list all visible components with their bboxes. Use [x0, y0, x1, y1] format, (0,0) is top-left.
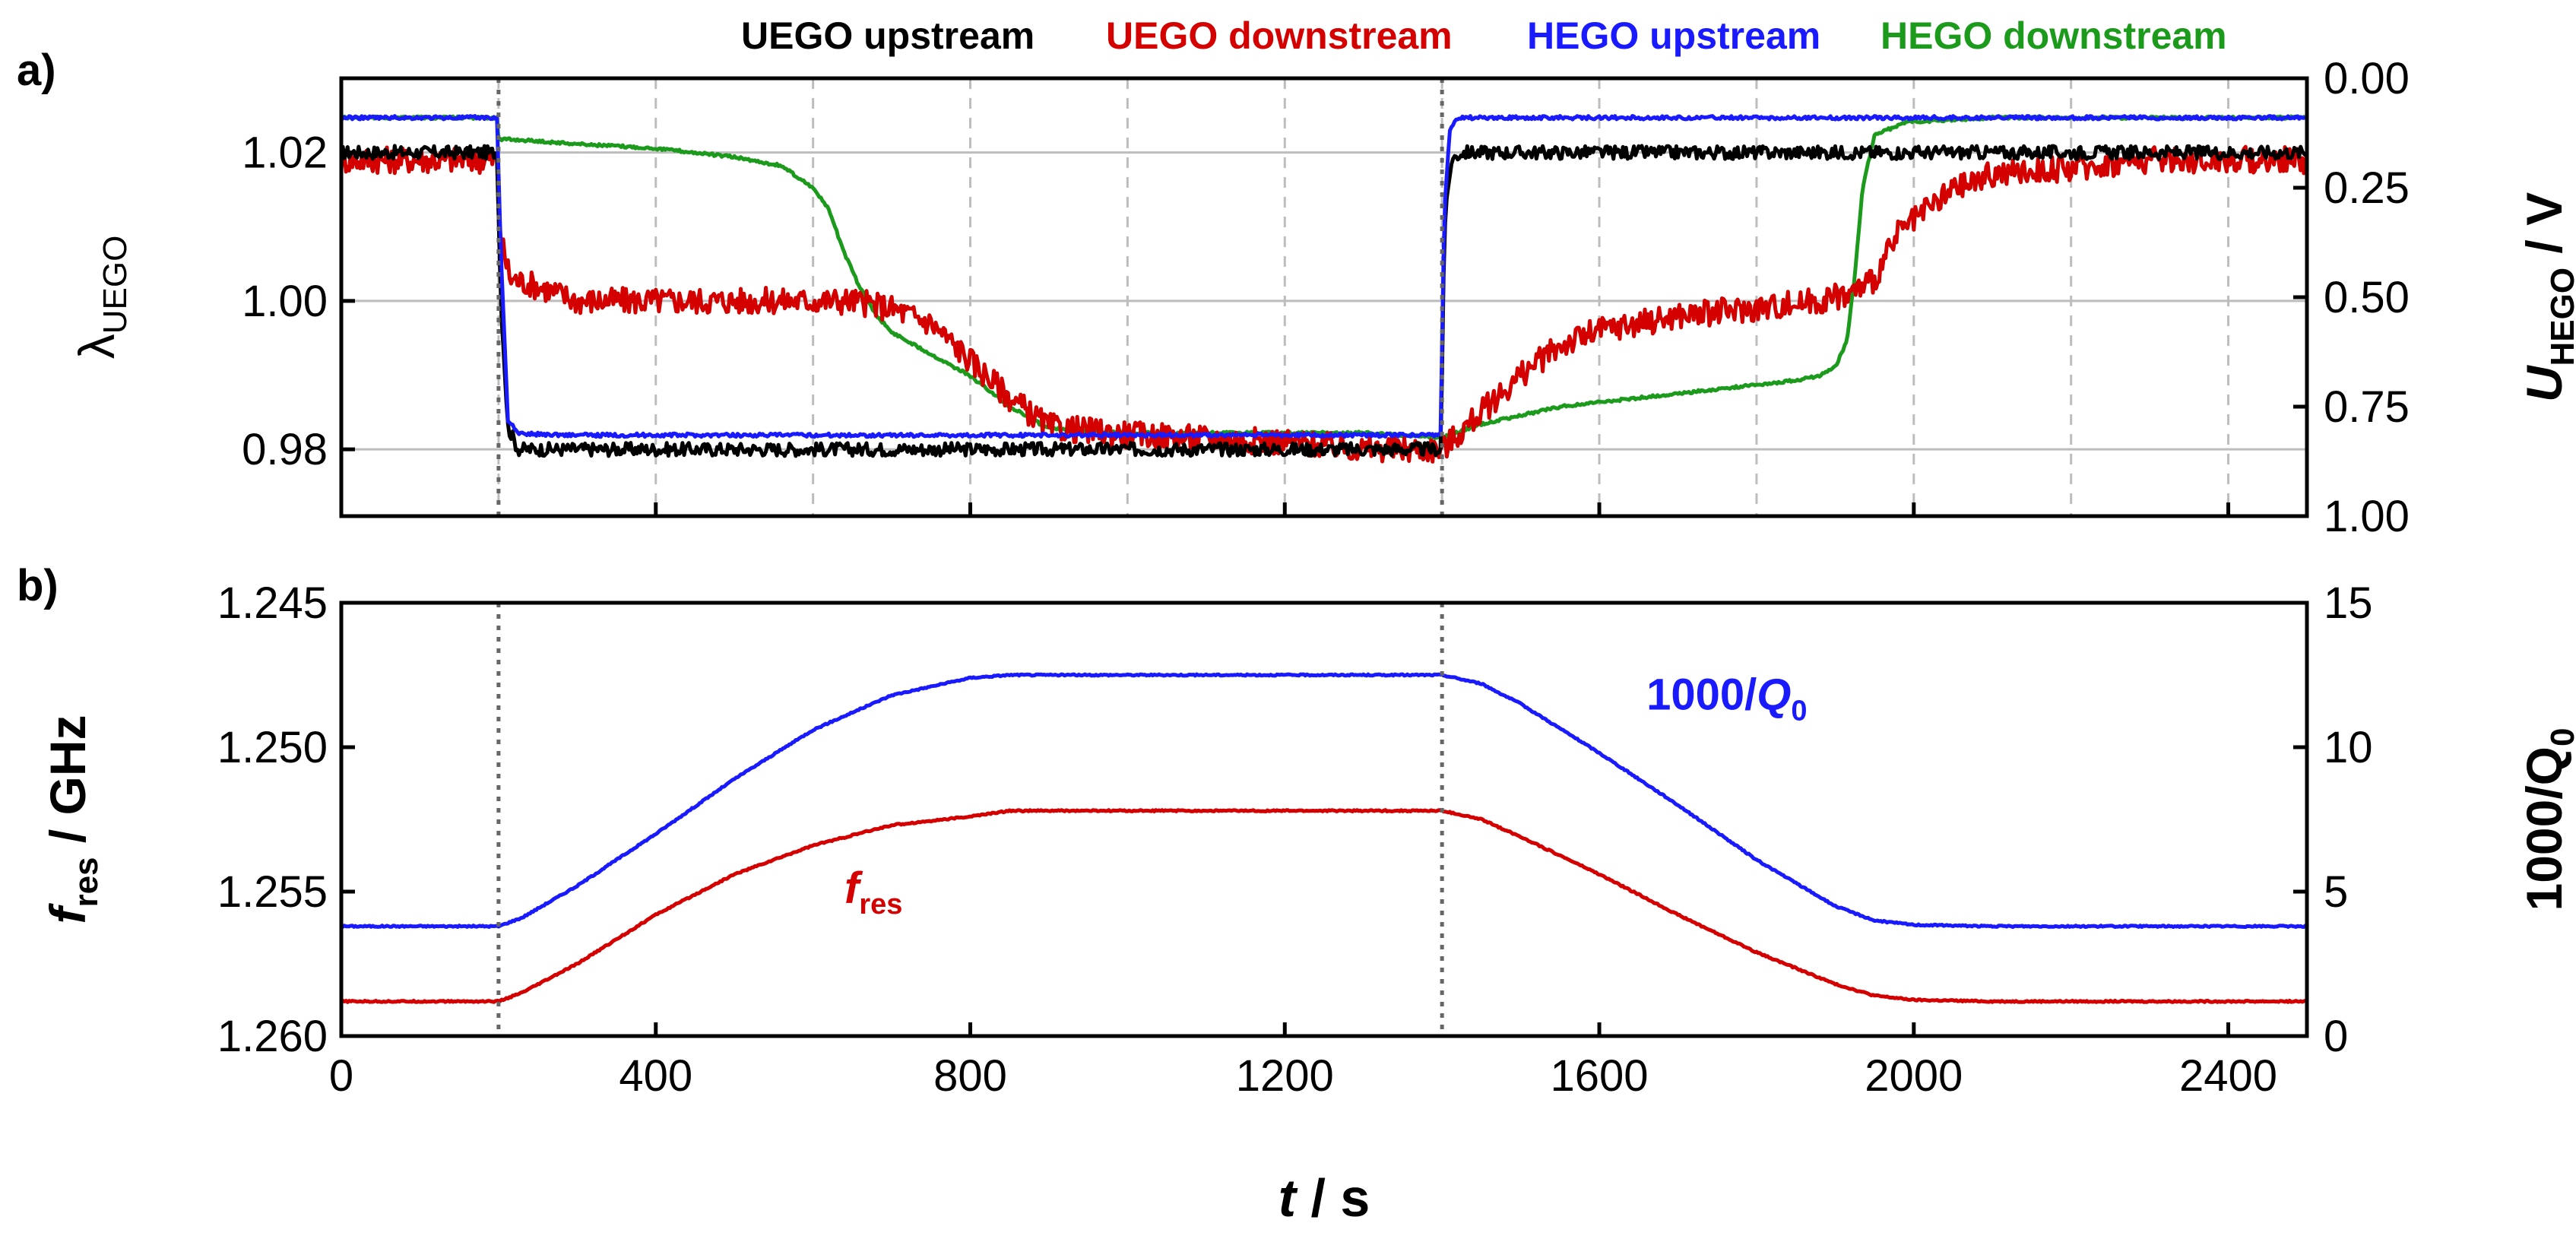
- panel-a-label: a): [17, 46, 56, 95]
- panel-a-right-tick-label: 0.75: [2324, 382, 2410, 432]
- x-tick-label: 2000: [1865, 1051, 1963, 1101]
- panel-b-right-axis-title: 1000/Q0: [2516, 728, 2576, 911]
- panel-a-left-axis-title: λUEGO: [68, 236, 134, 360]
- panel-a-plot: 0.98 1.00 1.02 0.00 0.25 0.50 0.75 1.00: [242, 54, 2410, 541]
- panel-a-event-lines: [496, 78, 1444, 516]
- panel-b-right-tick-label: 15: [2324, 578, 2373, 628]
- legend-hego-downstream: HEGO downstream: [1881, 14, 2227, 57]
- panel-b-left-axis-title: fres / GHz: [40, 715, 105, 924]
- panel-b-left-tick-label: 1.255: [217, 867, 328, 917]
- panel-a-series: [339, 114, 2309, 464]
- panel-b-series: [341, 672, 2308, 1004]
- panel-b-frame: [339, 600, 2309, 1038]
- panel-b-right-tick-label: 10: [2324, 723, 2373, 772]
- panel-a-ticks: 0.98 1.00 1.02 0.00 0.25 0.50 0.75 1.00: [242, 54, 2410, 541]
- x-tick-label: 1200: [1236, 1051, 1334, 1101]
- x-axis-title: t / s: [1278, 1168, 1370, 1228]
- panel-b-left-tick-label: 1.260: [217, 1012, 328, 1061]
- panel-b-event-lines: [496, 603, 1444, 1036]
- x-tick-label: 2400: [2179, 1051, 2277, 1101]
- series-fres: [341, 808, 2308, 1004]
- legend-hego-upstream: HEGO upstream: [1527, 14, 1820, 57]
- series-uego-upstream: [341, 144, 2308, 458]
- panel-a-left-tick-label: 0.98: [242, 425, 328, 474]
- legend-uego-downstream: UEGO downstream: [1106, 14, 1453, 57]
- legend: UEGO upstream UEGO downstream HEGO upstr…: [741, 14, 2227, 57]
- panel-a-right-tick-label: 0.00: [2324, 54, 2410, 103]
- series-hego-upstream: [340, 114, 2308, 439]
- annotation-q0: 1000/Q0: [1646, 670, 1807, 727]
- panel-b-left-tick-label: 1.250: [217, 723, 328, 772]
- annotation-fres: fres: [844, 863, 902, 921]
- x-tick-label: 0: [329, 1051, 353, 1101]
- panel-b-left-tick-label: 1.245: [217, 578, 328, 628]
- series-q0: [341, 672, 2308, 929]
- panel-b-right-tick-label: 0: [2324, 1012, 2348, 1061]
- panel-a-right-tick-label: 0.50: [2324, 273, 2410, 322]
- panel-b-right-tick-label: 5: [2324, 867, 2348, 917]
- panel-a-left-tick-label: 1.00: [242, 277, 328, 326]
- panel-a-right-axis-title: UHEGO / V: [2516, 192, 2576, 402]
- legend-uego-upstream: UEGO upstream: [741, 14, 1035, 57]
- x-tick-label: 1600: [1551, 1051, 1649, 1101]
- panel-a-right-tick-label: 0.25: [2324, 163, 2410, 213]
- panel-b-label: b): [17, 561, 59, 610]
- panel-b-annotations: 1000/Q0 fres: [844, 670, 1808, 921]
- panel-a-left-tick-label: 1.02: [242, 128, 328, 178]
- x-tick-label: 400: [619, 1051, 692, 1101]
- panel-a-right-tick-label: 1.00: [2324, 492, 2410, 541]
- x-tick-label: 800: [933, 1051, 1007, 1101]
- series-uego-downstream: [339, 144, 2309, 464]
